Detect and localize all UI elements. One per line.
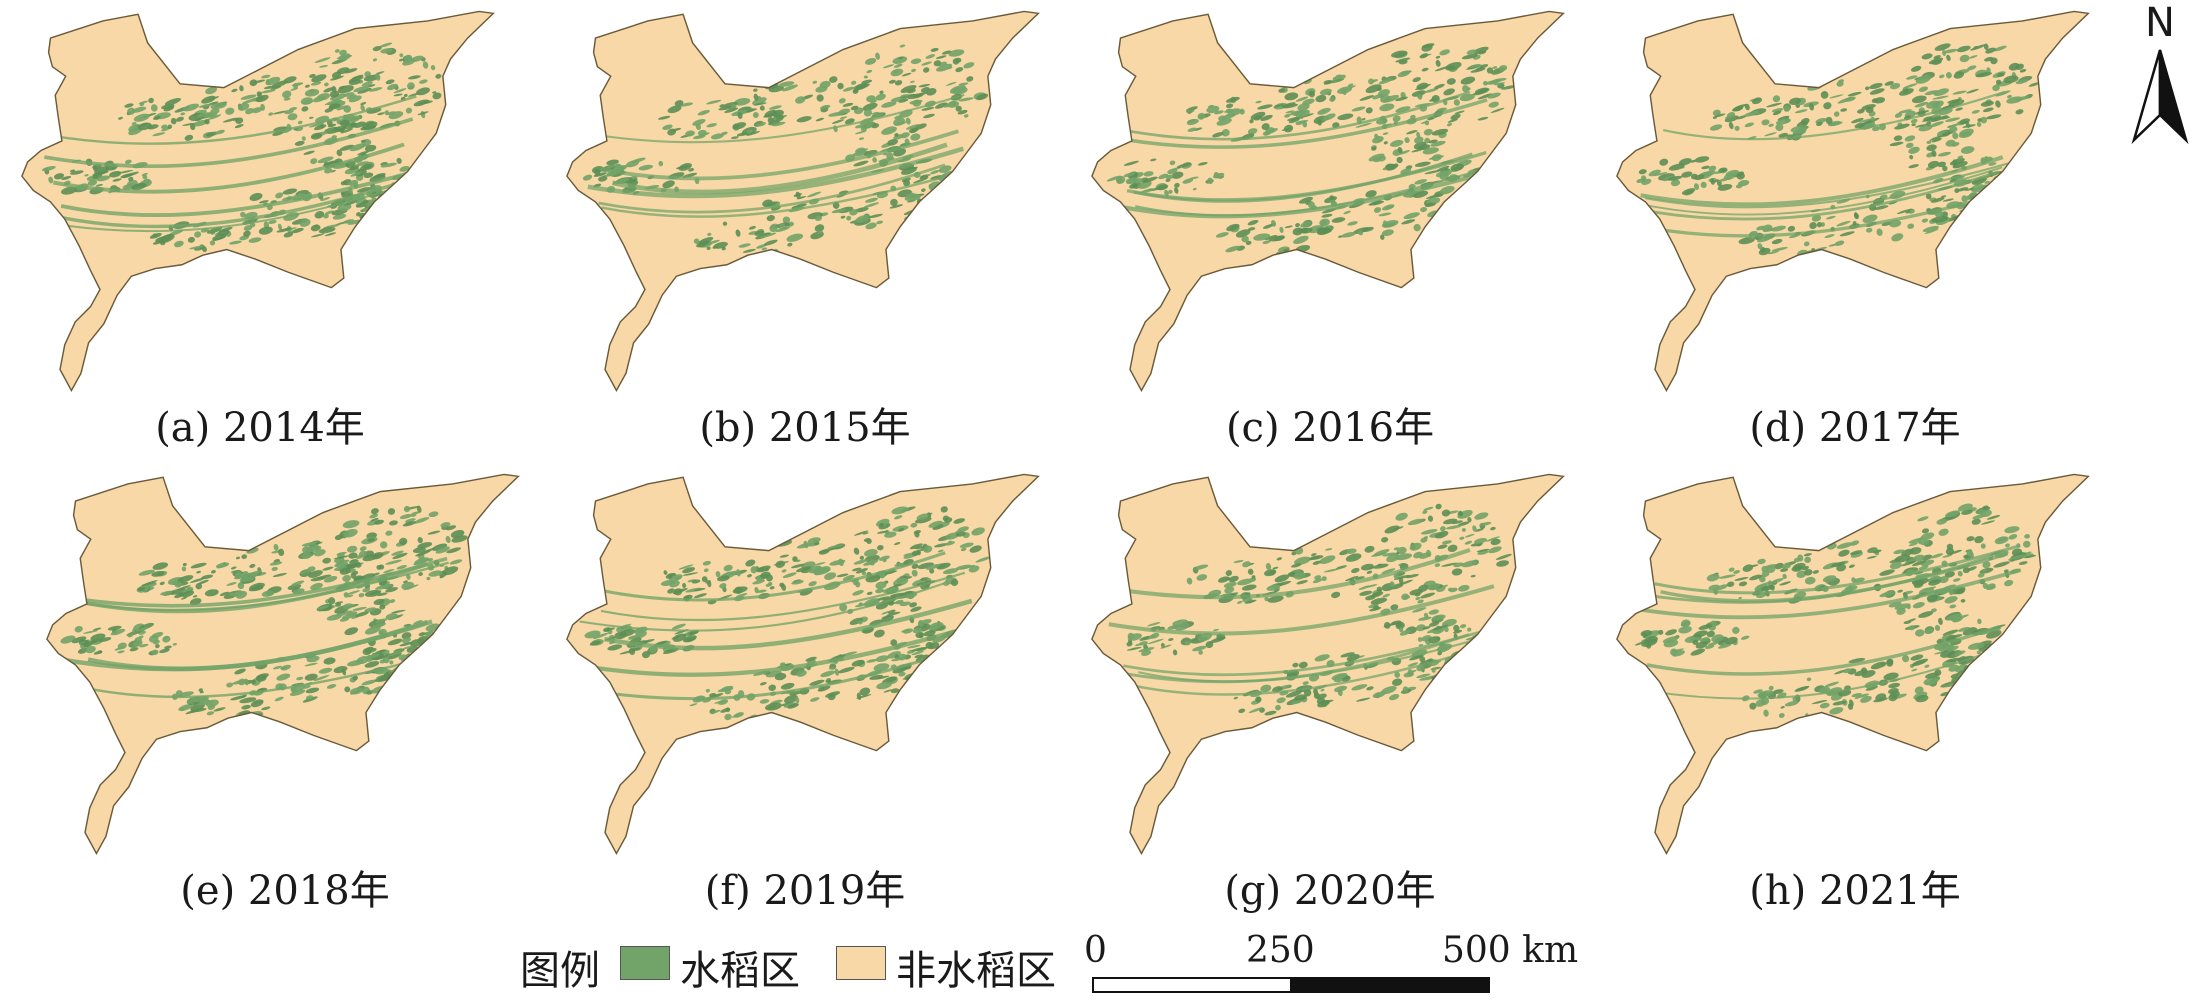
basin-outline [1616,473,2090,855]
rice-distribution-map [1616,473,2090,855]
north-label: N [2145,0,2175,46]
basin-outline [1091,10,1565,392]
north-arrow: N [2120,0,2200,150]
map-panel: (b) 2015年 [545,0,1065,451]
panel-caption: (c) 2016年 [1225,405,1435,451]
non-rice-area [1616,11,2089,391]
non-rice-area [46,474,519,854]
panel-caption: (h) 2021年 [1749,868,1961,914]
rice-area [1636,43,2040,257]
map-panel: (d) 2017年 [1595,0,2115,451]
legend-label-non-rice: 非水稻区 [896,948,1056,994]
rice-distribution-map [1616,10,2090,392]
rice-area [1108,503,1512,716]
legend-swatch-non-rice [836,946,886,980]
basin-outline [46,473,520,855]
scale-bar-graphic [1092,977,1490,993]
map-panel: (f) 2019年 [545,463,1065,914]
legend-title: 图例 [520,948,600,994]
scale-bar: 0 250 500 km [1084,930,1578,1000]
panel-caption: (e) 2018年 [180,868,390,914]
basin-outline [566,10,1040,392]
scale-tick-0: 0 [1084,930,1107,971]
rice-distribution-map [1091,473,1565,855]
basin-outline [21,10,495,392]
panel-caption: (g) 2020年 [1224,868,1436,914]
basin-outline [566,473,1040,855]
map-panel: (a) 2014年 [0,0,520,451]
rice-distribution-map [21,10,495,392]
scale-tick-250: 250 [1246,930,1315,971]
legend-label-rice: 水稻区 [680,948,800,994]
map-panel: (g) 2020年 [1070,463,1590,914]
rice-distribution-map [46,473,520,855]
panel-caption: (f) 2019年 [704,868,906,914]
map-panel: (e) 2018年 [25,463,545,914]
basin-outline [1616,10,2090,392]
panel-caption: (d) 2017年 [1749,405,1961,451]
map-panel: (h) 2021年 [1595,463,2115,914]
north-arrow-icon [2131,49,2189,145]
legend-swatch-rice [620,946,670,980]
non-rice-area [21,11,494,391]
rice-distribution-map [1091,10,1565,392]
panel-caption: (a) 2014年 [155,405,365,451]
panel-caption: (b) 2015年 [699,405,911,451]
scale-tick-500: 500 km [1442,930,1579,971]
rice-distribution-map [566,10,1040,392]
rice-area [579,506,992,722]
rice-area [41,42,442,256]
rice-area [1106,43,1517,258]
map-panel: (c) 2016年 [1070,0,1590,451]
basin-outline [1091,473,1565,855]
rice-distribution-map [566,473,1040,855]
